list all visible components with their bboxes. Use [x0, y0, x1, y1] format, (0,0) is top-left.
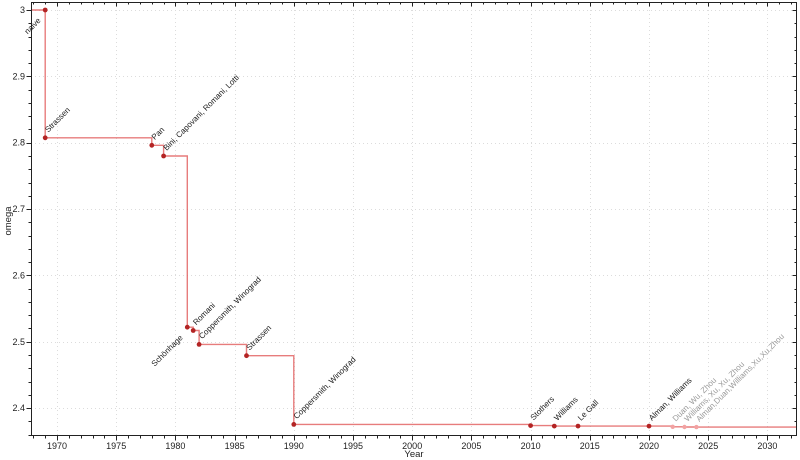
- svg-text:2025: 2025: [698, 441, 718, 451]
- x-axis-label: Year: [404, 449, 423, 460]
- svg-text:Schönhage: Schönhage: [150, 333, 185, 368]
- svg-text:1970: 1970: [47, 441, 67, 451]
- svg-text:Strassen: Strassen: [245, 323, 274, 352]
- svg-text:Strassen: Strassen: [43, 106, 72, 135]
- svg-text:Bini, Capovani, Romani, Lotti: Bini, Capovani, Romani, Lotti: [162, 73, 241, 152]
- svg-text:2.6: 2.6: [12, 270, 25, 280]
- svg-text:2010: 2010: [521, 441, 541, 451]
- svg-text:2.9: 2.9: [12, 71, 25, 81]
- svg-text:2030: 2030: [757, 441, 777, 451]
- svg-text:naive: naive: [23, 16, 43, 36]
- svg-text:Alman,Duan,Williams,Xu,Xu,Zhou: Alman,Duan,Williams,Xu,Xu,Zhou: [694, 332, 786, 424]
- svg-text:1990: 1990: [284, 441, 304, 451]
- svg-text:Williams, Xu, Xu, Zhou: Williams, Xu, Xu, Zhou: [683, 360, 747, 424]
- svg-text:1985: 1985: [225, 441, 245, 451]
- svg-text:1975: 1975: [106, 441, 126, 451]
- svg-text:2020: 2020: [639, 441, 659, 451]
- svg-text:3: 3: [20, 5, 25, 15]
- svg-text:2.7: 2.7: [12, 204, 25, 214]
- y-axis-label: omega: [3, 206, 14, 236]
- svg-text:2005: 2005: [461, 441, 481, 451]
- svg-text:2.8: 2.8: [12, 138, 25, 148]
- axes-and-ticks: [26, 2, 797, 441]
- data-point-markers: [42, 7, 699, 430]
- svg-text:1995: 1995: [343, 441, 363, 451]
- svg-text:2.5: 2.5: [12, 337, 25, 347]
- svg-text:2000: 2000: [402, 441, 422, 451]
- svg-text:Le Gall: Le Gall: [576, 398, 600, 422]
- tick-labels: 1970 1975 1980 1985 1990 1995 2000 2005 2010 2015…: [12, 5, 777, 451]
- svg-text:Coppersmith, Winograd: Coppersmith, Winograd: [292, 355, 358, 421]
- svg-text:2015: 2015: [580, 441, 600, 451]
- gridlines: [31, 2, 797, 436]
- omega-step-line: [31, 9, 797, 428]
- svg-text:2.4: 2.4: [12, 403, 25, 413]
- svg-text:1980: 1980: [165, 441, 185, 451]
